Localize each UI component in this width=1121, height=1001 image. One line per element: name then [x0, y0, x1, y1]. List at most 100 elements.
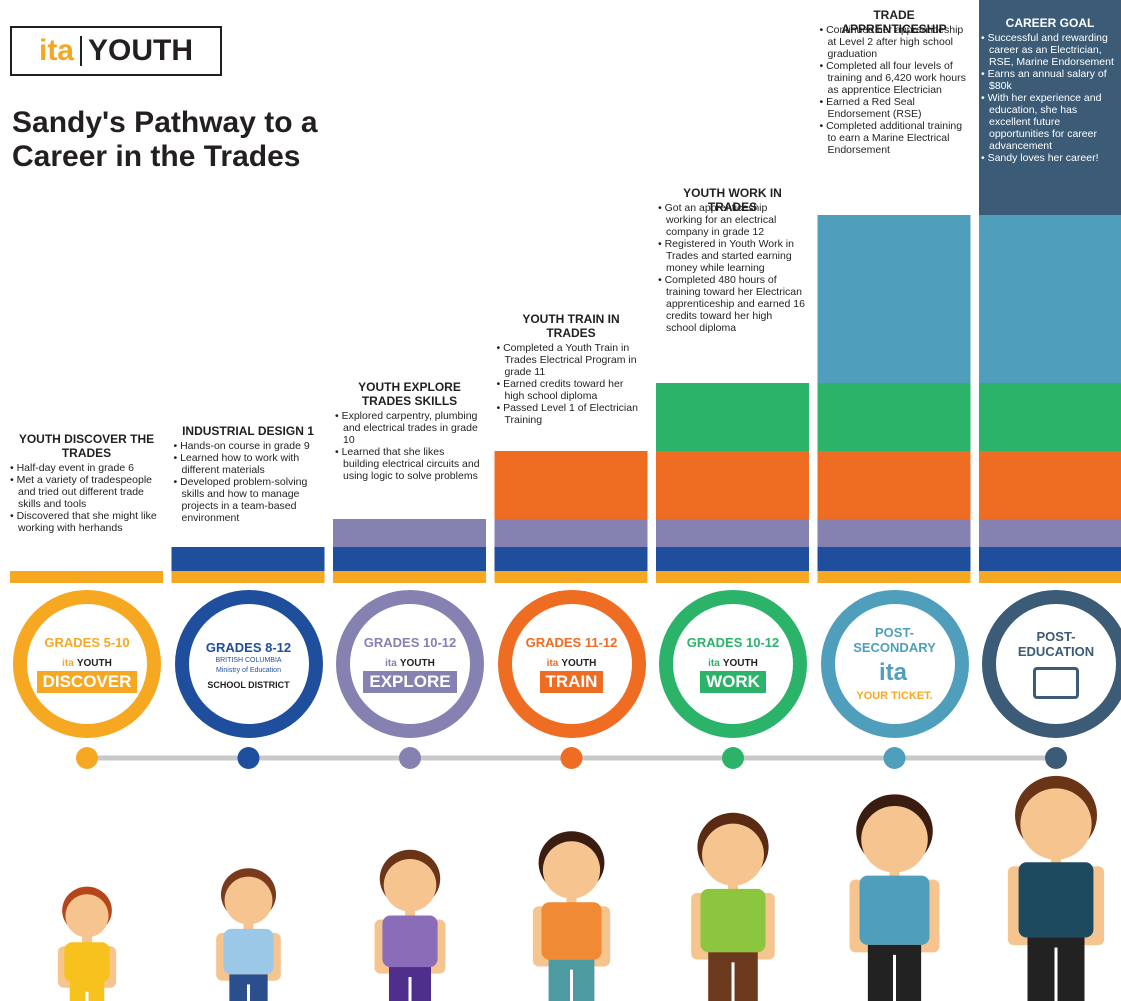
bullet: Successful and rewarding career as an El…	[981, 32, 1117, 68]
circle-extra: Ministry of Education	[216, 667, 281, 675]
stage-heading: YOUTH DISCOVER THE TRADES	[17, 432, 157, 460]
stage-bar	[656, 383, 809, 451]
stage-bar	[818, 383, 971, 451]
stage-bar	[333, 571, 486, 583]
page: {"header":{"logo":{"ita":"ita","youth":"…	[0, 0, 1121, 1001]
timeline-dot	[76, 747, 98, 769]
circle-extra: SCHOOL DISTRICT	[207, 681, 289, 689]
head	[225, 877, 273, 925]
circle-label: GRADES 11-12	[522, 635, 622, 650]
head	[65, 894, 108, 937]
stage-bullets: Continued her apprenticeship at Level 2 …	[820, 24, 967, 156]
shirt	[700, 889, 765, 952]
shirt	[64, 942, 109, 982]
shirt	[860, 876, 930, 945]
bullet: Registered in Youth Work in Trades and s…	[658, 238, 805, 274]
timeline-dot	[722, 747, 744, 769]
circle-label: GRADES 10-12	[683, 635, 783, 650]
stage-bar	[818, 451, 971, 519]
head	[861, 806, 928, 873]
brand-part: ita	[385, 658, 397, 669]
stage-bullets: Got an apprenticeship working for an ele…	[658, 202, 805, 334]
bullet: Earned credits toward her high school di…	[497, 378, 644, 402]
bullet: Completed additional training to earn a …	[820, 120, 967, 156]
bullet: Completed a Youth Train in Trades Electr…	[497, 342, 644, 378]
career-teal	[979, 215, 1121, 383]
timeline-dot	[238, 747, 260, 769]
stage-bullets: Hands-on course in grade 9Learned how to…	[174, 440, 321, 524]
shirt	[382, 916, 437, 967]
stage-bar	[979, 571, 1121, 583]
circle-badge: EXPLORE	[363, 671, 456, 693]
stage-bar	[495, 451, 648, 519]
stage-bar	[656, 451, 809, 519]
brand-part: YOUTH	[77, 658, 112, 669]
stage-bar	[495, 571, 648, 583]
id-card-icon	[1033, 667, 1079, 699]
circle-badge: WORK	[700, 671, 766, 693]
brand-part: YOUTH	[561, 658, 596, 669]
bullet: Completed 480 hours of training toward h…	[658, 274, 805, 334]
bullet: Discovered that she might like working w…	[10, 510, 157, 534]
brand-part: YOUTH	[400, 658, 435, 669]
circle-label: GRADES 10-12	[360, 635, 460, 650]
stage-bar	[495, 519, 648, 547]
stage-heading: CAREER GOAL	[985, 16, 1115, 30]
shirt	[223, 929, 273, 975]
stage-bar	[495, 547, 648, 571]
stage-bar	[818, 519, 971, 547]
brand-part: ita	[708, 658, 720, 669]
brand-part: YOUTH	[723, 658, 758, 669]
stage-bar	[818, 547, 971, 571]
stage-heading: YOUTH TRAIN IN TRADES	[516, 312, 626, 340]
stage-bar	[979, 383, 1121, 451]
bullet: Explored carpentry, plumbing and electri…	[335, 410, 482, 446]
stage-bullets: Completed a Youth Train in Trades Electr…	[497, 342, 644, 426]
circle-label: GRADES 8-12	[199, 640, 299, 655]
stage-circle: POST-SECONDARY ita YOUR TICKET.	[821, 590, 969, 738]
bullet: Got an apprenticeship working for an ele…	[658, 202, 805, 238]
stage-circle: GRADES 8-12 BRITISH COLUMBIA Ministry of E…	[175, 590, 323, 738]
stage-bullets: Half-day event in grade 6Met a variety o…	[10, 462, 157, 534]
bullet: Developed problem-solving skills and how…	[174, 476, 321, 524]
bullet: Met a variety of tradespeople and tried …	[10, 474, 157, 510]
stage-heading: INDUSTRIAL DESIGN 1	[178, 424, 318, 438]
stage-circle: POST-EDUCATION	[982, 590, 1121, 738]
brand-part: ita	[547, 658, 559, 669]
head	[702, 824, 764, 886]
timeline-dot	[1045, 747, 1067, 769]
stage-bar	[818, 215, 971, 383]
timeline-dot	[884, 747, 906, 769]
stage-bar	[172, 547, 325, 571]
stage-bar	[10, 571, 163, 583]
bullet: Learned that she likes building electric…	[335, 446, 482, 482]
bullet: With her experience and education, she h…	[981, 92, 1117, 152]
circle-label: POST-EDUCATION	[1006, 629, 1106, 659]
circle-brand: ita	[879, 659, 910, 687]
stage-bar	[979, 547, 1121, 571]
bullet: Completed all four levels of training an…	[820, 60, 967, 96]
circle-badge: DISCOVER	[37, 671, 138, 693]
circle-badge: YOUR TICKET.	[850, 689, 938, 703]
stage-heading: YOUTH EXPLORE TRADES SKILLS	[350, 380, 470, 408]
circle-label: GRADES 5-10	[37, 635, 137, 650]
circle-extra: BRITISH COLUMBIA	[215, 657, 281, 665]
bullet: Earns an annual salary of $80k	[981, 68, 1117, 92]
shirt	[1019, 862, 1094, 937]
circle-label: POST-SECONDARY	[845, 625, 945, 655]
stage-bar	[172, 571, 325, 583]
stage-bar	[979, 451, 1121, 519]
stage-bar	[333, 547, 486, 571]
circle-badge: TRAIN	[540, 671, 604, 693]
stage-bar	[818, 571, 971, 583]
bullet: Hands-on course in grade 9	[174, 440, 321, 452]
stage-bar	[333, 519, 486, 547]
head	[1020, 788, 1091, 859]
shirt	[541, 902, 601, 959]
